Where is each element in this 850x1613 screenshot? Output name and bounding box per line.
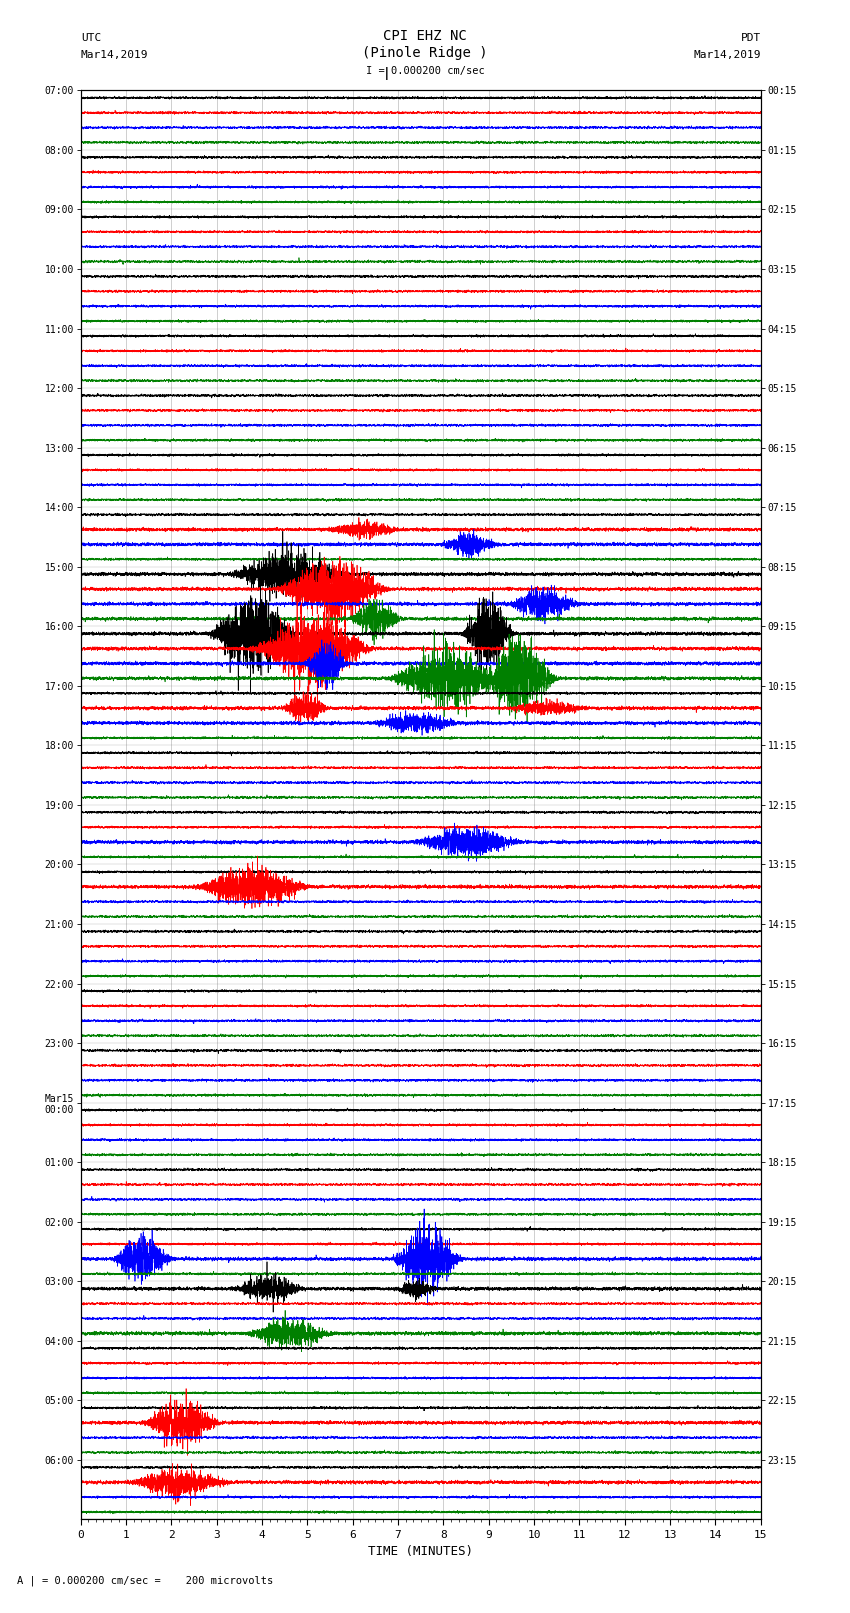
Text: |: |: [383, 66, 390, 79]
Text: Mar14,2019: Mar14,2019: [694, 50, 761, 60]
Text: PDT: PDT: [740, 32, 761, 44]
Text: Mar14,2019: Mar14,2019: [81, 50, 148, 60]
Text: UTC: UTC: [81, 32, 101, 44]
Text: A | = 0.000200 cm/sec =    200 microvolts: A | = 0.000200 cm/sec = 200 microvolts: [17, 1574, 273, 1586]
Text: I = 0.000200 cm/sec: I = 0.000200 cm/sec: [366, 66, 484, 76]
Text: CPI EHZ NC: CPI EHZ NC: [383, 29, 467, 44]
X-axis label: TIME (MINUTES): TIME (MINUTES): [368, 1545, 473, 1558]
Text: (Pinole Ridge ): (Pinole Ridge ): [362, 45, 488, 60]
